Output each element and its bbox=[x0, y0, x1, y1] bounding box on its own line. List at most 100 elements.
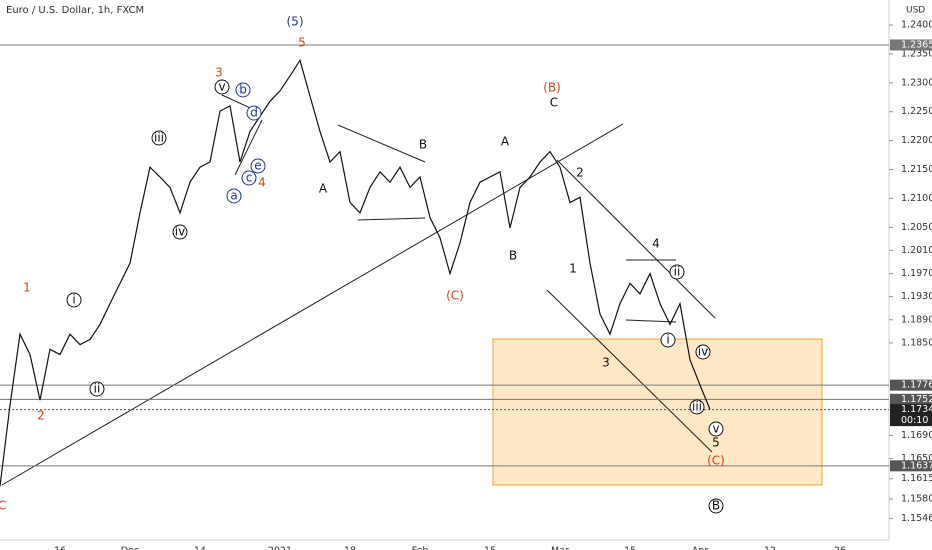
annotation: A bbox=[501, 135, 510, 149]
x-tick-label: 2021 bbox=[268, 546, 292, 550]
annotation-circle bbox=[246, 105, 262, 121]
annotation-circle bbox=[214, 79, 230, 95]
y-tick-label: 1.19300 bbox=[901, 291, 932, 302]
annotation: a bbox=[230, 189, 237, 203]
annotation-circle bbox=[66, 292, 82, 308]
trendline bbox=[337, 124, 426, 163]
annotation: c bbox=[246, 171, 253, 185]
price-label-box bbox=[890, 460, 932, 472]
annotation: iii bbox=[692, 400, 702, 414]
annotation-circle bbox=[226, 188, 242, 204]
target-zone bbox=[492, 338, 823, 486]
y-tick-label: 1.22000 bbox=[901, 135, 932, 146]
annotation-circle bbox=[250, 158, 266, 174]
price-label-box bbox=[890, 393, 932, 405]
y-tick-label: 1.21000 bbox=[901, 193, 932, 204]
annotation-circle bbox=[89, 381, 105, 397]
y-tick-label: 1.20500 bbox=[901, 222, 932, 233]
price-time: 00:10 bbox=[901, 415, 928, 426]
annotation: (5) bbox=[287, 15, 304, 29]
x-tick-label: 26 bbox=[834, 546, 846, 550]
annotation: (C) bbox=[707, 454, 725, 468]
annotation: 2 bbox=[37, 409, 45, 423]
annotation: 4 bbox=[258, 176, 266, 190]
annotation: B bbox=[509, 249, 517, 263]
x-tick-label: Feb bbox=[412, 546, 429, 550]
y-tick-label: 1.16150 bbox=[901, 473, 932, 484]
annotation-circle bbox=[172, 224, 188, 240]
price-label-box bbox=[890, 39, 932, 51]
trendline bbox=[234, 119, 263, 176]
y-tick-label: 1.23500 bbox=[901, 48, 932, 59]
annotation: 2 bbox=[576, 166, 584, 180]
trendline bbox=[556, 159, 716, 319]
y-tick-label: 1.24000 bbox=[901, 20, 932, 31]
annotation: B bbox=[419, 138, 427, 152]
annotation: iv bbox=[175, 225, 185, 239]
annotation-circle bbox=[151, 130, 167, 146]
annotation-circle bbox=[235, 82, 251, 98]
price-label: 1.17346 bbox=[901, 404, 932, 415]
y-tick-label: 1.21500 bbox=[901, 164, 932, 175]
y-tick-label: 1.19700 bbox=[901, 268, 932, 279]
price-label: 1.17524 bbox=[901, 394, 932, 405]
x-tick-label: Mar bbox=[551, 546, 569, 550]
annotation: C bbox=[0, 499, 6, 513]
x-tick-label: 15 bbox=[484, 546, 496, 550]
trendline bbox=[546, 289, 713, 453]
currency: USD bbox=[906, 6, 925, 16]
annotation: 5 bbox=[298, 36, 306, 50]
y-tick-label: 1.22500 bbox=[901, 106, 932, 117]
price-label: 1.23655 bbox=[901, 39, 932, 50]
annotation: 3 bbox=[602, 356, 610, 370]
annotation: e bbox=[254, 159, 261, 173]
annotation: 4 bbox=[652, 237, 660, 251]
x-tick-label: 14 bbox=[194, 546, 206, 550]
trendline bbox=[625, 319, 677, 323]
y-tick-label: 1.20100 bbox=[901, 245, 932, 256]
annotation-circle bbox=[708, 498, 724, 514]
x-tick-label: Apr bbox=[692, 546, 709, 550]
trendline bbox=[357, 217, 426, 221]
annotation: ii bbox=[94, 382, 101, 396]
annotation: A bbox=[319, 182, 328, 196]
annotation: iii bbox=[154, 131, 164, 145]
annotation-circle bbox=[660, 332, 676, 348]
price-label-box bbox=[890, 379, 932, 391]
price-label-box bbox=[890, 404, 932, 427]
price-line-series bbox=[0, 58, 711, 487]
annotation: 3 bbox=[215, 66, 223, 80]
y-tick-label: 1.16900 bbox=[901, 430, 932, 441]
annotation: i bbox=[666, 333, 669, 347]
x-tick-label: 15 bbox=[624, 546, 636, 550]
annotation-circle bbox=[669, 264, 685, 280]
annotation: 1 bbox=[569, 262, 577, 276]
annotation: C bbox=[550, 96, 558, 110]
annotation: (C) bbox=[446, 289, 464, 303]
annotation: ii bbox=[674, 265, 681, 279]
annotation: B bbox=[712, 499, 720, 513]
x-tick-label: 16 bbox=[54, 546, 66, 550]
annotation-circle bbox=[241, 170, 257, 186]
y-tick-label: 1.16500 bbox=[901, 453, 932, 464]
y-tick-label: 1.23000 bbox=[901, 77, 932, 88]
annotation-circle bbox=[708, 421, 724, 437]
trendline bbox=[1, 123, 624, 486]
y-tick-label: 1.18500 bbox=[901, 337, 932, 348]
annotation: v bbox=[712, 422, 719, 436]
annotation: 5 bbox=[712, 436, 720, 450]
price-label: 1.16373 bbox=[901, 460, 932, 471]
y-tick-label: 1.18900 bbox=[901, 314, 932, 325]
annotation-circle bbox=[695, 344, 711, 360]
price-label: 1.17769 bbox=[901, 380, 932, 391]
annotation: v bbox=[218, 80, 225, 94]
x-tick-label: Dec bbox=[121, 546, 139, 550]
annotation: (B) bbox=[543, 81, 561, 95]
annotation: i bbox=[72, 293, 75, 307]
annotation: d bbox=[250, 106, 258, 120]
annotation-circle bbox=[689, 399, 705, 415]
annotation: 1 bbox=[23, 281, 31, 295]
x-tick-label: 12 bbox=[764, 546, 776, 550]
y-tick-label: 1.15800 bbox=[901, 493, 932, 504]
